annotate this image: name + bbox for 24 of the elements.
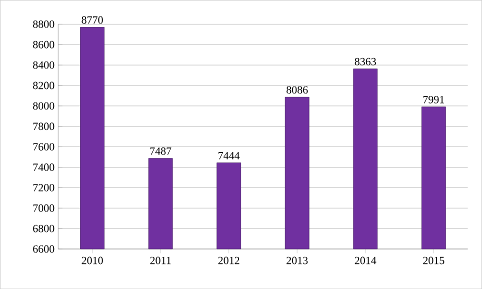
data-label: 8086 xyxy=(286,86,308,94)
y-tick-label: 6600 xyxy=(33,245,54,253)
y-tick-label: 8200 xyxy=(33,82,54,90)
y-tick-label: 8600 xyxy=(33,40,54,48)
x-tick-label: 2013 xyxy=(286,256,308,264)
x-tick-label: 2012 xyxy=(218,256,240,264)
data-label: 7487 xyxy=(150,147,172,155)
y-tick-label: 8000 xyxy=(33,102,54,110)
y-tick-label: 7600 xyxy=(33,143,54,150)
y-tick-label: 7000 xyxy=(33,204,54,212)
x-tick-label: 2010 xyxy=(82,256,103,264)
x-tick-label: 2014 xyxy=(354,256,376,264)
x-tick-label: 2015 xyxy=(423,256,444,264)
x-tick-label: 2011 xyxy=(150,256,171,264)
y-tick-label: 6800 xyxy=(33,224,54,232)
y-tick-label: 7800 xyxy=(33,122,54,130)
y-tick-label: 7400 xyxy=(33,163,54,171)
data-label: 8363 xyxy=(354,58,376,66)
y-tick-label: 7200 xyxy=(33,184,54,192)
y-tick-label: 8800 xyxy=(33,20,54,28)
data-label: 7444 xyxy=(218,152,240,160)
data-label: 7991 xyxy=(423,96,444,104)
data-label: 8770 xyxy=(82,16,103,24)
y-tick-label: 8400 xyxy=(33,61,54,69)
